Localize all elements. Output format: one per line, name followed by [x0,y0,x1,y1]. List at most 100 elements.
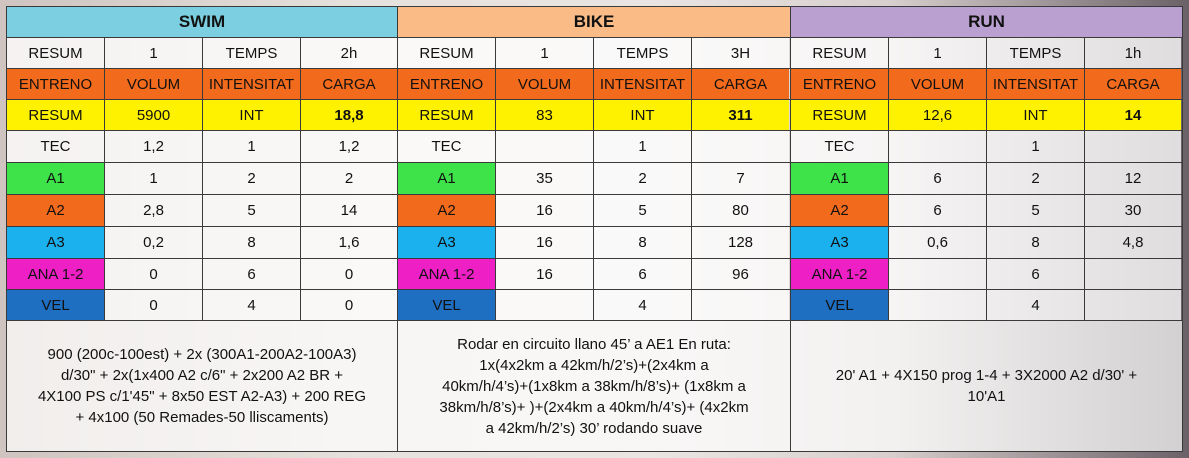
training-table: SWIM RESUM 1 TEMPS 2h ENTRENO VOLUM INTE… [6,6,1183,452]
zone-row-a2: A2 16 5 80 [398,195,790,227]
zone-load: 0 [301,290,397,320]
zone-row-tec: TEC 1,2 1 1,2 [7,131,397,163]
zone-label: A2 [7,195,105,226]
summary-load: 311 [692,100,789,130]
zone-label: A3 [791,227,889,258]
swim-panel: SWIM RESUM 1 TEMPS 2h ENTRENO VOLUM INTE… [6,6,398,452]
zone-label: ANA 1-2 [398,259,496,289]
zone-row-vel: VEL 4 [791,290,1182,321]
run-resum-row: RESUM 1 TEMPS 1h [791,38,1182,69]
zone-row-ana: ANA 1-2 0 6 0 [7,259,397,290]
summary-label: RESUM [7,100,105,130]
zone-label: ANA 1-2 [7,259,105,289]
zone-load: 30 [1085,195,1181,226]
zone-label: VEL [398,290,496,320]
zone-volume: 1,2 [105,131,203,162]
zone-volume [889,259,987,289]
swim-entreno-row: ENTRENO VOLUM INTENSITAT CARGA [7,69,397,100]
run-workout-notes: 20' A1 + 4X150 prog 1-4 + 3X2000 A2 d/30… [791,321,1182,451]
bike-resum-row: RESUM 1 TEMPS 3H [398,38,790,69]
zone-label: A1 [7,163,105,194]
zone-volume [496,131,594,162]
zone-row-a3: A3 16 8 128 [398,227,790,259]
summary-load: 14 [1085,100,1181,130]
zone-volume: 1 [105,163,203,194]
zone-label: TEC [7,131,105,162]
zone-intensity: 4 [987,290,1085,320]
intensitat-label: INTENSITAT [203,69,301,99]
zone-volume: 16 [496,195,594,226]
swim-workout-notes: 900 (200c-100est) + 2x (300A1-200A2-100A… [7,321,397,451]
temps-label: TEMPS [594,38,692,68]
zone-intensity: 2 [594,163,692,194]
sessions-value: 1 [889,38,987,68]
zone-volume: 0 [105,290,203,320]
zone-intensity: 8 [203,227,301,258]
zone-row-a3: A3 0,2 8 1,6 [7,227,397,259]
zone-label: A2 [398,195,496,226]
zone-load: 128 [692,227,789,258]
zone-intensity: 6 [594,259,692,289]
temps-label: TEMPS [203,38,301,68]
zone-intensity: 1 [594,131,692,162]
zone-volume: 2,8 [105,195,203,226]
carga-label: CARGA [692,69,789,99]
zone-label: A3 [7,227,105,258]
zone-volume: 6 [889,163,987,194]
zone-row-a1: A1 35 2 7 [398,163,790,195]
zone-label: TEC [398,131,496,162]
summary-volume: 83 [496,100,594,130]
zone-volume: 16 [496,227,594,258]
entreno-label: ENTRENO [7,69,105,99]
zone-volume: 0,2 [105,227,203,258]
zone-label: A3 [398,227,496,258]
zone-intensity: 8 [987,227,1085,258]
summary-volume: 5900 [105,100,203,130]
zone-row-vel: VEL 0 4 0 [7,290,397,321]
sessions-value: 1 [105,38,203,68]
zone-row-tec: TEC 1 [791,131,1182,163]
zone-volume: 6 [889,195,987,226]
zone-load: 80 [692,195,789,226]
intensitat-label: INTENSITAT [594,69,692,99]
zone-volume: 0,6 [889,227,987,258]
zone-intensity: 5 [987,195,1085,226]
volum-label: VOLUM [496,69,594,99]
notes-text: 20' A1 + 4X150 prog 1-4 + 3X2000 A2 d/30… [835,367,1138,405]
zone-intensity: 5 [203,195,301,226]
zone-load: 2 [301,163,397,194]
zone-load [692,131,789,162]
run-header: RUN [791,7,1182,38]
zone-label: VEL [7,290,105,320]
summary-int: INT [594,100,692,130]
zone-intensity: 1 [203,131,301,162]
zone-intensity: 8 [594,227,692,258]
zone-load: 96 [692,259,789,289]
notes-text: Rodar en circuito llano 45’ a AE1 En rut… [439,335,749,437]
time-value: 3H [692,38,789,68]
temps-label: TEMPS [987,38,1085,68]
zone-intensity: 2 [987,163,1085,194]
run-panel: RUN RESUM 1 TEMPS 1h ENTRENO VOLUM INTEN… [791,6,1183,452]
volum-label: VOLUM [105,69,203,99]
zone-intensity: 4 [594,290,692,320]
zone-volume [889,290,987,320]
zone-intensity: 5 [594,195,692,226]
zone-intensity: 6 [203,259,301,289]
sessions-value: 1 [496,38,594,68]
zone-row-a3: A3 0,6 8 4,8 [791,227,1182,259]
summary-int: INT [203,100,301,130]
zone-load [1085,131,1181,162]
zone-label: ANA 1-2 [791,259,889,289]
zone-intensity: 4 [203,290,301,320]
zone-row-a2: A2 6 5 30 [791,195,1182,227]
zone-label: TEC [791,131,889,162]
carga-label: CARGA [1085,69,1181,99]
bike-panel: BIKE RESUM 1 TEMPS 3H ENTRENO VOLUM INTE… [398,6,791,452]
zone-label: A2 [791,195,889,226]
zone-intensity: 6 [987,259,1085,289]
summary-label: RESUM [398,100,496,130]
bike-summary-row: RESUM 83 INT 311 [398,100,790,131]
time-value: 1h [1085,38,1181,68]
zone-label: VEL [791,290,889,320]
